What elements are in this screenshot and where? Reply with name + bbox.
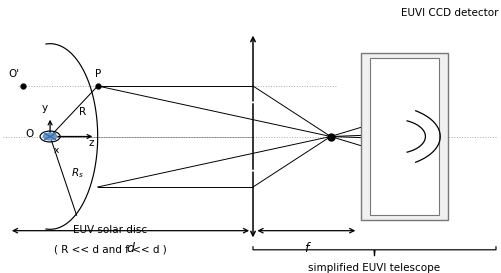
Text: EUVI CCD detector: EUVI CCD detector (401, 8, 498, 18)
Text: f: f (304, 242, 309, 255)
Bar (370, 58, 439, 215)
Text: $R_s$: $R_s$ (71, 167, 84, 180)
Text: simplified EUVI telescope: simplified EUVI telescope (309, 263, 440, 273)
Text: x: x (54, 146, 59, 155)
Text: d: d (127, 242, 134, 255)
Bar (361, 53, 448, 220)
Text: O: O (26, 129, 34, 139)
Text: O': O' (8, 69, 19, 79)
Text: ( R << d and f << d ): ( R << d and f << d ) (54, 244, 167, 254)
Text: R: R (79, 107, 86, 117)
Circle shape (43, 132, 58, 141)
Text: EUV solar disc: EUV solar disc (73, 225, 147, 235)
Text: P: P (95, 69, 101, 79)
Text: z: z (89, 138, 94, 148)
Text: y: y (42, 103, 48, 113)
